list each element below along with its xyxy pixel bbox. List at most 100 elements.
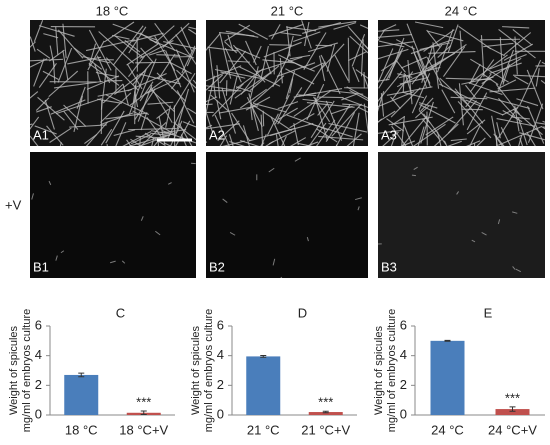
spicule bbox=[97, 98, 122, 104]
spicule bbox=[396, 71, 426, 88]
spicule bbox=[495, 135, 505, 146]
spicule bbox=[140, 47, 155, 64]
spicule bbox=[422, 118, 440, 140]
spicule bbox=[88, 62, 120, 86]
spicule bbox=[425, 116, 454, 136]
image-label: B2 bbox=[209, 259, 225, 274]
spicule bbox=[227, 60, 250, 63]
spicule bbox=[277, 87, 303, 125]
spicule bbox=[404, 73, 412, 94]
spicule bbox=[329, 90, 364, 95]
spicule bbox=[491, 115, 499, 146]
spicule bbox=[378, 47, 404, 89]
spicule bbox=[85, 39, 135, 52]
spicule bbox=[391, 125, 407, 146]
spicule bbox=[33, 58, 45, 87]
spicule bbox=[224, 41, 238, 54]
spicule bbox=[378, 41, 415, 48]
image-label: B3 bbox=[381, 259, 397, 274]
spicule bbox=[412, 123, 446, 146]
spicule bbox=[503, 43, 534, 61]
spicule bbox=[456, 191, 460, 195]
spicule bbox=[457, 100, 492, 139]
y-axis-label: mg/ml of embryos culture bbox=[203, 309, 215, 432]
spicule bbox=[438, 83, 481, 105]
spicule bbox=[255, 56, 303, 73]
image-label: A1 bbox=[33, 127, 49, 142]
spicule bbox=[46, 125, 64, 146]
spicule bbox=[280, 276, 283, 278]
spicule bbox=[316, 119, 336, 146]
spicule bbox=[128, 55, 146, 78]
spicule bbox=[48, 70, 79, 98]
spicule bbox=[151, 138, 155, 146]
spicule bbox=[293, 90, 332, 117]
spicule bbox=[242, 125, 250, 146]
spicule bbox=[231, 112, 251, 142]
spicule bbox=[391, 115, 406, 126]
spicule bbox=[359, 24, 368, 29]
spicule bbox=[176, 90, 195, 124]
spicule bbox=[85, 121, 109, 146]
spicule bbox=[357, 106, 368, 113]
spicule bbox=[63, 104, 87, 127]
spicule bbox=[260, 114, 264, 146]
spicule bbox=[351, 33, 366, 67]
spicule bbox=[263, 41, 302, 58]
spicules bbox=[30, 20, 196, 146]
x-tick-label: 21 °C bbox=[247, 422, 280, 437]
y-tick-label: 4 bbox=[400, 347, 407, 362]
spicule bbox=[536, 122, 545, 125]
spicule bbox=[206, 65, 242, 82]
bar bbox=[64, 374, 99, 415]
spicules bbox=[378, 166, 522, 273]
spicule bbox=[411, 73, 431, 114]
spicule bbox=[500, 126, 512, 146]
spicule bbox=[303, 32, 327, 70]
spicule bbox=[279, 57, 283, 84]
spicule bbox=[400, 56, 428, 69]
spicule bbox=[269, 122, 314, 137]
spicule bbox=[149, 88, 176, 113]
y-axis-label: mg/ml of embryos culture bbox=[386, 309, 398, 432]
spicule bbox=[219, 50, 247, 84]
spicule bbox=[186, 107, 196, 115]
spicule bbox=[62, 23, 67, 59]
y-tick-label: 0 bbox=[217, 406, 224, 421]
spicule bbox=[33, 20, 44, 42]
spicule bbox=[355, 69, 368, 79]
spicule bbox=[516, 98, 539, 107]
spicule bbox=[318, 20, 357, 28]
spicule bbox=[281, 135, 287, 146]
spicule bbox=[126, 63, 143, 90]
spicule bbox=[486, 46, 505, 57]
spicule bbox=[465, 73, 492, 108]
y-tick-label: 6 bbox=[400, 317, 407, 332]
spicule bbox=[172, 72, 196, 110]
spicule bbox=[53, 80, 103, 89]
spicule bbox=[100, 112, 134, 126]
spicule bbox=[128, 68, 147, 115]
spicule bbox=[216, 65, 221, 99]
spicule bbox=[31, 193, 34, 200]
significance: *** bbox=[505, 390, 520, 405]
spicule bbox=[318, 135, 364, 141]
spicule bbox=[399, 76, 428, 85]
spicule bbox=[30, 116, 40, 130]
spicule bbox=[445, 77, 492, 81]
spicule bbox=[126, 139, 132, 146]
spicule bbox=[55, 26, 59, 55]
spicule bbox=[535, 68, 540, 87]
spicules bbox=[206, 20, 368, 146]
spicule bbox=[481, 232, 487, 236]
spicule bbox=[229, 76, 238, 105]
spicule bbox=[515, 268, 522, 273]
spicule bbox=[469, 59, 495, 93]
spicule bbox=[378, 29, 400, 32]
spicule bbox=[298, 142, 313, 146]
spicule bbox=[140, 112, 148, 131]
bar bbox=[430, 340, 465, 415]
spicule bbox=[380, 60, 397, 72]
spicule bbox=[165, 105, 171, 128]
spicule bbox=[36, 48, 51, 59]
